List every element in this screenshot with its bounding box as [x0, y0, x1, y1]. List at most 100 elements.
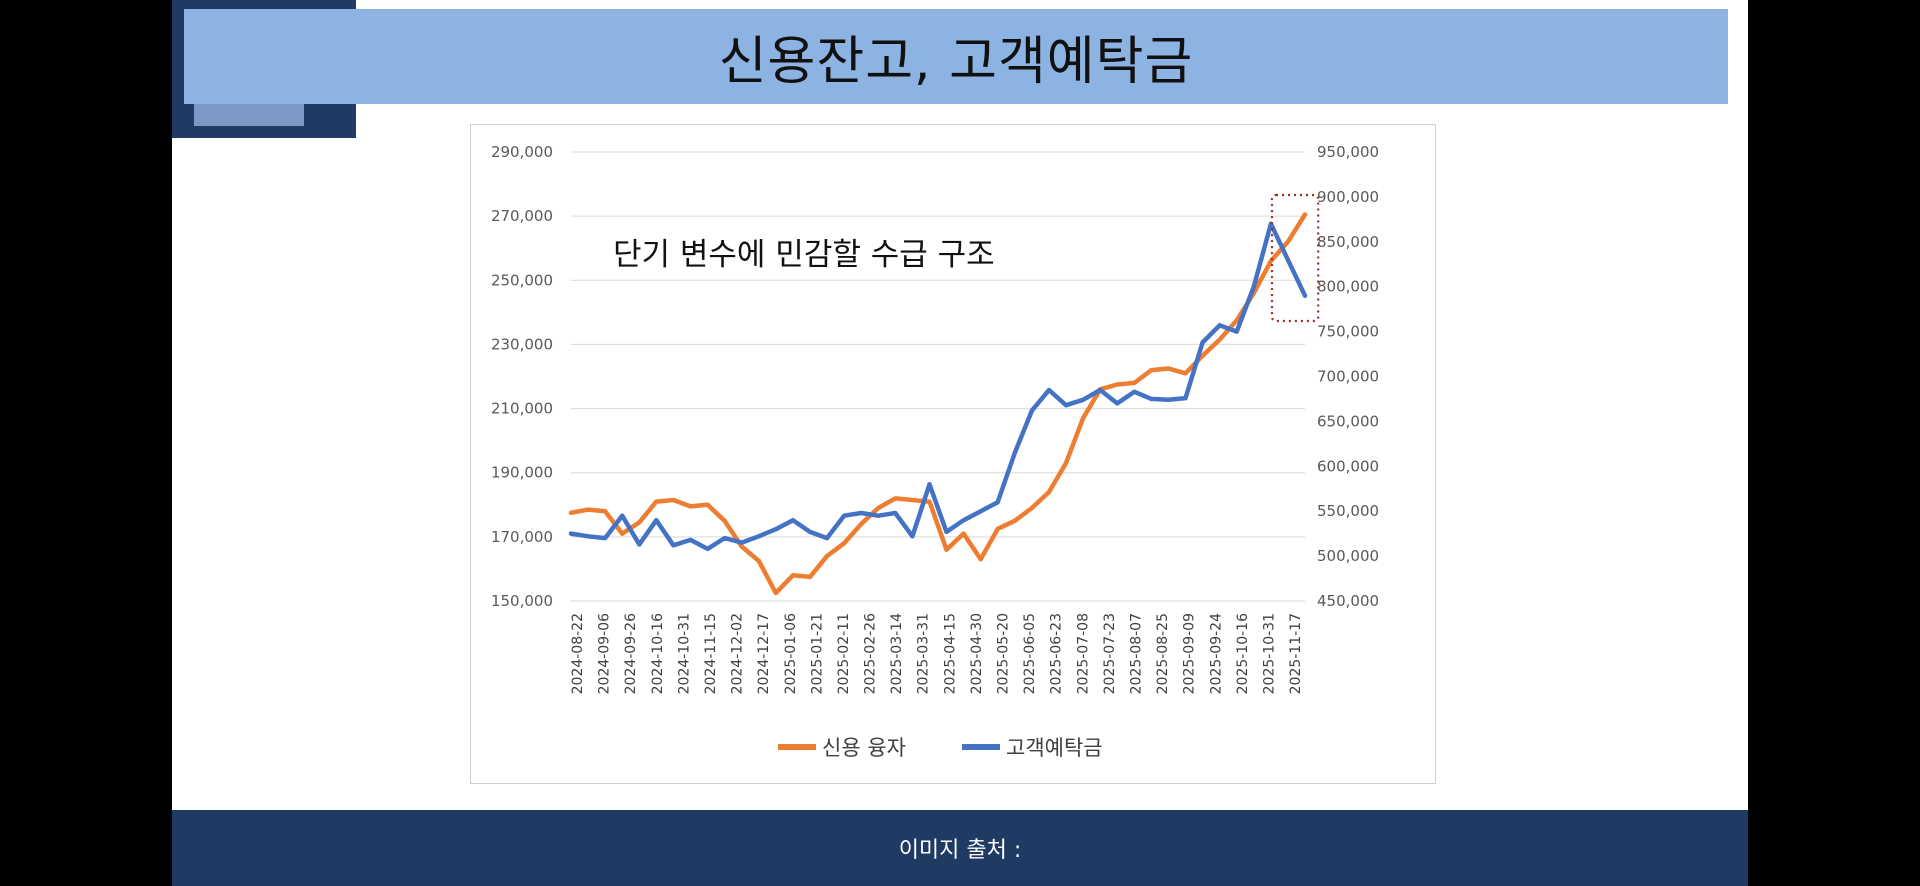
left-axis-tick-label: 150,000	[491, 592, 553, 610]
left-axis-tick-label: 290,000	[491, 143, 553, 161]
data-point	[1251, 284, 1256, 289]
data-point	[842, 541, 847, 546]
data-point	[1012, 518, 1017, 523]
data-point	[1166, 397, 1171, 402]
highlight-box	[1270, 193, 1320, 323]
data-point	[705, 502, 710, 507]
x-axis-tick-label: 2025-07-23	[1102, 613, 1118, 694]
x-axis-tick-label: 2025-08-25	[1155, 613, 1171, 694]
data-point	[654, 499, 659, 504]
x-axis-tick-label: 2025-07-08	[1075, 613, 1091, 694]
data-point	[1081, 397, 1086, 402]
data-point	[1115, 401, 1120, 406]
x-axis-tick-label: 2025-02-26	[863, 613, 879, 694]
data-point	[1183, 371, 1188, 376]
x-axis-tick-label: 2024-09-06	[597, 613, 613, 694]
right-axis-tick-label: 600,000	[1317, 457, 1379, 475]
data-point	[739, 540, 744, 545]
data-point	[995, 526, 1000, 531]
data-point	[808, 574, 812, 579]
title-bar: 신용잔고, 고객예탁금	[184, 9, 1728, 104]
left-axis-tick-label: 190,000	[491, 464, 553, 482]
data-point	[893, 496, 898, 501]
x-axis-tick-label: 2024-11-15	[703, 613, 719, 694]
x-axis-tick-label: 2024-09-26	[623, 613, 639, 694]
data-point	[859, 522, 864, 526]
data-point	[1132, 380, 1137, 385]
right-axis-tick-label: 850,000	[1317, 233, 1379, 251]
data-point	[927, 482, 932, 487]
data-point	[1149, 368, 1154, 373]
right-axis-tick-label: 450,000	[1317, 592, 1379, 610]
data-point	[1115, 382, 1120, 387]
data-point	[790, 573, 795, 578]
data-point	[756, 534, 761, 539]
right-axis-tick-label: 650,000	[1317, 412, 1379, 430]
legend-entry: 고객예탁금	[1006, 736, 1103, 760]
x-axis-tick-label: 2025-11-17	[1288, 613, 1304, 694]
x-axis-tick-label: 2025-08-07	[1128, 613, 1144, 694]
data-point	[569, 531, 573, 536]
left-axis-tick-label: 170,000	[491, 528, 553, 546]
x-axis-tick-label: 2025-04-30	[969, 613, 985, 694]
x-axis-tick-label: 2024-10-16	[650, 613, 666, 694]
chart-container: 290,000 270,000 250,000 230,000 210,000 190,0…	[470, 124, 1436, 784]
data-point	[1166, 366, 1171, 371]
series-line	[568, 221, 1308, 552]
right-axis-tick-label: 900,000	[1317, 188, 1379, 206]
data-point	[944, 529, 949, 534]
data-point	[1183, 396, 1188, 401]
data-point	[722, 536, 727, 541]
x-axis-tick-label: 2025-10-31	[1261, 613, 1277, 694]
left-axis-tick-label: 230,000	[491, 335, 553, 353]
x-axis-tick-label: 2025-10-16	[1235, 613, 1251, 694]
data-point	[637, 520, 642, 525]
data-point	[705, 546, 710, 551]
data-point	[1285, 257, 1290, 262]
data-point	[910, 534, 915, 539]
x-axis-tick-label: 2024-10-31	[676, 613, 692, 694]
right-axis-tick-label: 550,000	[1317, 502, 1379, 520]
data-point	[739, 544, 744, 549]
right-axis-tick-label: 750,000	[1317, 323, 1379, 341]
data-point	[688, 504, 693, 509]
data-point	[671, 498, 676, 502]
data-point	[808, 529, 812, 534]
data-point	[893, 511, 898, 515]
series-line	[568, 212, 1308, 596]
data-point	[1200, 340, 1205, 345]
data-point	[756, 558, 761, 563]
data-point	[1149, 396, 1154, 401]
data-point	[825, 536, 829, 541]
x-axis-tick-label: 2025-04-15	[942, 613, 958, 694]
x-axis-tick-label: 2024-12-17	[756, 613, 772, 694]
data-point	[927, 499, 932, 504]
data-point	[773, 591, 778, 595]
left-axis-tick-label: 270,000	[491, 207, 553, 225]
data-point	[1303, 293, 1307, 298]
data-point	[961, 531, 966, 536]
data-point	[1098, 388, 1103, 392]
data-point	[1047, 388, 1051, 392]
data-point	[654, 518, 659, 523]
slide-title: 신용잔고, 고객예탁금	[718, 32, 1194, 92]
x-axis-tick-label: 2025-01-21	[809, 613, 825, 694]
x-axis-tick-label: 2025-05-20	[996, 613, 1012, 694]
data-point	[876, 513, 881, 518]
data-point	[944, 547, 949, 552]
data-point	[773, 527, 778, 532]
data-point	[961, 518, 966, 523]
x-axis-tick-label: 2025-06-23	[1049, 613, 1065, 694]
data-point	[978, 557, 983, 562]
data-point	[1303, 212, 1307, 217]
data-point	[637, 542, 642, 547]
data-point	[842, 513, 847, 518]
data-point	[586, 507, 591, 512]
data-point	[876, 506, 881, 510]
x-axis-tick-label: 2025-09-24	[1208, 613, 1224, 694]
data-point	[1268, 259, 1273, 263]
data-point	[722, 518, 727, 523]
x-axis-tick-label: 2025-01-06	[783, 613, 799, 694]
data-point	[620, 513, 625, 518]
data-point	[1012, 450, 1017, 455]
